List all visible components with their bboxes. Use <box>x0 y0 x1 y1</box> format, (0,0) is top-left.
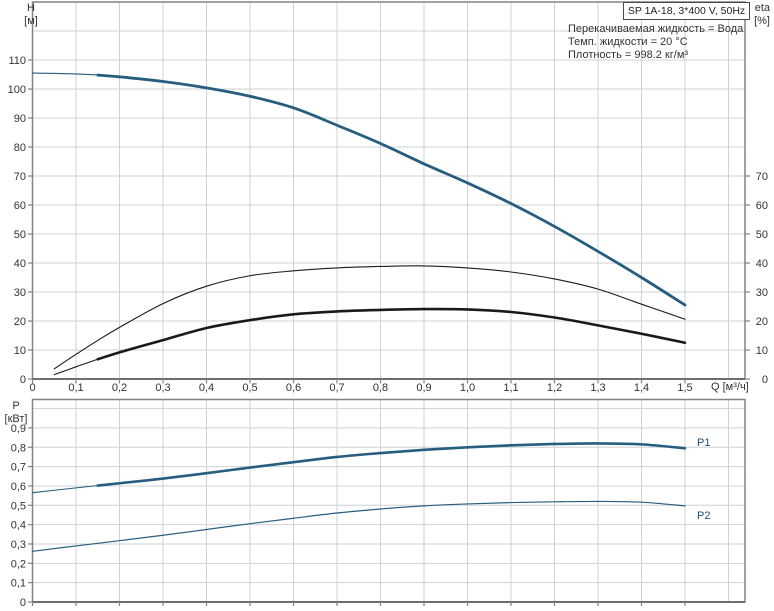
h-tick-label: 100 <box>8 84 26 96</box>
p-tick-label: 0 <box>20 597 26 609</box>
p1-curve-label: P1 <box>697 437 711 449</box>
h-tick-label: 90 <box>14 113 26 125</box>
h-tick-label: 60 <box>14 200 26 212</box>
p-tick-label: 0,4 <box>11 520 26 532</box>
power-axis-label: P [кВт] <box>2 400 30 426</box>
q-tick-label: 1,1 <box>503 382 518 394</box>
flow-axis-label: Q [м³/ч] <box>711 381 749 393</box>
p2-curve-label: P2 <box>697 510 711 522</box>
h-tick-label: 30 <box>14 287 26 299</box>
condition-temperature: Темп. жидкости = 20 °C <box>568 36 688 48</box>
h-tick-label: 110 <box>8 55 26 67</box>
p-tick-label: 0,7 <box>11 462 26 474</box>
p-tick-label: 0,3 <box>11 539 26 551</box>
q-tick-label: 1,3 <box>590 382 605 394</box>
curve-efficiency-pump-thin <box>53 265 686 370</box>
q-tick-label: 0,7 <box>329 382 344 394</box>
curve-efficiency-total-bold <box>53 308 686 376</box>
p-tick-label: 0,6 <box>11 481 26 493</box>
eta-axis-symbol: eta <box>754 2 770 14</box>
plot-frame <box>31 398 746 603</box>
curve-efficiency-total-bold-bold <box>96 307 687 361</box>
curve-power-P1 <box>31 442 686 494</box>
eta-tick-label: 70 <box>756 171 768 183</box>
eta-axis-unit: [%] <box>754 15 770 27</box>
eta-tick-label: 30 <box>756 287 768 299</box>
curve-head-curve-H <box>31 72 686 306</box>
eta-tick-label: 0 <box>762 374 768 386</box>
h-tick-label: 0 <box>20 374 26 386</box>
condition-fluid: Перекачиваемая жидкость = Вода <box>568 23 744 35</box>
curve-head-curve-H-bold <box>96 73 687 307</box>
eta-tick-label: 40 <box>756 258 768 270</box>
q-tick-label: 0,4 <box>199 382 214 394</box>
q-tick-label: 1,5 <box>677 382 692 394</box>
q-tick-label: 0,9 <box>416 382 431 394</box>
power-axis-symbol: P <box>12 400 20 412</box>
curve-power-P2 <box>31 500 686 552</box>
h-tick-label: 40 <box>14 258 26 270</box>
h-tick-label: 20 <box>14 316 26 328</box>
q-tick-label: 1,0 <box>460 382 475 394</box>
q-tick-label: 1,4 <box>634 382 649 394</box>
pump-title-box: SP 1A-18, 3*400 V, 50Hz <box>623 2 750 20</box>
head-axis-unit: [м] <box>24 15 38 27</box>
condition-density: Плотность = 998.2 кг/м³ <box>568 49 689 61</box>
eta-tick-label: 60 <box>756 200 768 212</box>
p-tick-label: 0,8 <box>11 442 26 454</box>
q-tick-label: 0,1 <box>68 382 83 394</box>
h-tick-label: 50 <box>14 229 26 241</box>
p-tick-label: 0,9 <box>11 423 26 435</box>
p-tick-label: 0,5 <box>11 500 26 512</box>
operating-conditions: Перекачиваемая жидкость = Вода Темп. жид… <box>568 23 743 62</box>
q-tick-label: 0,3 <box>155 382 170 394</box>
p-tick-label: 0,1 <box>11 578 26 590</box>
power-axis-unit: [кВт] <box>4 413 28 425</box>
h-tick-label: 70 <box>14 171 26 183</box>
q-tick-label: 0,6 <box>286 382 301 394</box>
eta-tick-label: 20 <box>756 316 768 328</box>
q-tick-label: 0 <box>29 382 35 394</box>
q-tick-label: 1,2 <box>547 382 562 394</box>
curve-power-P1-bold <box>96 442 687 487</box>
q-tick-label: 0,5 <box>242 382 257 394</box>
eta-tick-label: 10 <box>756 345 768 357</box>
h-tick-label: 80 <box>14 142 26 154</box>
q-tick-label: 0,2 <box>112 382 127 394</box>
h-tick-label: 10 <box>14 345 26 357</box>
q-tick-label: 0,8 <box>373 382 388 394</box>
head-axis-symbol: H <box>27 2 35 14</box>
eta-tick-label: 50 <box>756 229 768 241</box>
eta-axis-label: eta [%] <box>730 2 770 28</box>
head-axis-label: H [м] <box>18 2 44 28</box>
p-tick-label: 0,2 <box>11 558 26 570</box>
